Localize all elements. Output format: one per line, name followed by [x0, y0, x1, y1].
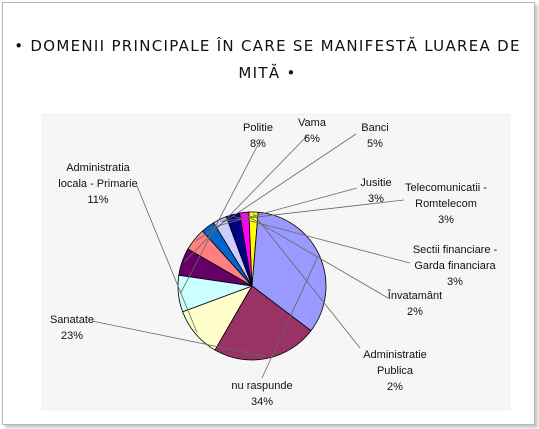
slice-value-invatamant: 2% — [407, 306, 423, 318]
slice-label-politie: Politie 8% — [243, 122, 273, 150]
pie-slice-sanatate — [214, 285, 312, 361]
leader-line-sectii-financiare-garda-financiara — [233, 216, 411, 264]
slice-name-administratia-locala-primarie: locala - Primarie — [58, 178, 137, 190]
slice-value-telecomunicatii-romtelecom: 3% — [438, 214, 454, 226]
slice-label-nu-raspunde: nu raspunde 34% — [231, 380, 292, 408]
pie-slices — [177, 211, 327, 361]
slice-name-banci: Banci — [361, 122, 389, 134]
leader-line-banci — [195, 133, 357, 242]
slice-name-vama: Vama — [298, 117, 327, 129]
chart-title: • DOMENII PRINCIPALE ÎN CARE SE MANIFEST… — [0, 33, 535, 87]
slice-name-sectii-financiare-garda-financiara: Sectii financiare - — [413, 244, 498, 256]
slice-name-administratie-publica: Administratie — [363, 349, 427, 361]
slice-value-politie: 8% — [250, 138, 266, 150]
slice-labels: Administratia locala - Primarie 11% Politie… — [50, 117, 498, 408]
slice-name-politie: Politie — [243, 122, 273, 134]
leader-line-sanatate — [91, 320, 267, 357]
slice-label-administratia-locala-primarie: Administratia locala - Primarie 11% — [58, 162, 137, 206]
leader-line-invatamant — [244, 214, 389, 299]
slice-value-nu-raspunde: 34% — [251, 396, 273, 408]
slice-name-telecomunicatii-romtelecom: Telecomunicatii - — [405, 182, 487, 194]
slice-value-vama: 6% — [304, 133, 320, 145]
slice-value-administratia-locala-primarie: 11% — [87, 194, 108, 206]
slice-label-sectii-financiare-garda-financiara: Sectii financiare - Garda financiara 3% — [413, 244, 498, 288]
pie-slice-nu-raspunde — [251, 211, 327, 332]
leader-line-politie — [180, 138, 262, 294]
slice-label-vama: Vama 6% — [298, 117, 327, 145]
chart-title-line-1: • DOMENII PRINCIPALE ÎN CARE SE MANIFEST… — [14, 37, 521, 55]
slice-value-jusitie: 3% — [368, 193, 384, 205]
slice-label-banci: Banci 5% — [361, 122, 389, 150]
leader-line-telecomunicatii-romtelecom — [220, 199, 405, 222]
slice-name-sectii-financiare-garda-financiara: Garda financiara — [414, 260, 496, 272]
slice-name-administratia-locala-primarie: Administratia — [66, 162, 130, 174]
slice-label-administratie-publica: Administratie Publica 2% — [363, 349, 427, 393]
leader-line-administratia-locala-primarie — [136, 185, 198, 333]
slice-label-invatamant: Învatamânt 2% — [387, 289, 442, 318]
leader-line-nu-raspunde — [261, 256, 319, 379]
slice-label-telecomunicatii-romtelecom: Telecomunicatii - Romtelecom 3% — [405, 182, 487, 226]
slice-name-invatamant: Învatamânt — [387, 289, 442, 302]
chart-title-line-2: MITĂ • — [238, 64, 297, 82]
slice-label-sanatate: Sanatate 23% — [50, 314, 94, 342]
slice-value-administratie-publica: 2% — [387, 381, 403, 393]
slice-name-telecomunicatii-romtelecom: Romtelecom — [415, 198, 477, 210]
leader-line-jusitie — [208, 187, 358, 229]
slice-value-sectii-financiare-garda-financiara: 3% — [447, 276, 463, 288]
slice-name-jusitie: Jusitie — [360, 177, 391, 189]
leader-line-vama — [183, 135, 308, 263]
slice-value-sanatate: 23% — [61, 330, 83, 342]
slice-label-jusitie: Jusitie 3% — [360, 177, 391, 205]
slice-value-banci: 5% — [367, 138, 383, 150]
slice-name-administratie-publica: Publica — [377, 365, 414, 377]
slice-name-sanatate: Sanatate — [50, 314, 94, 326]
leader-lines — [91, 133, 411, 379]
slice-name-nu-raspunde: nu raspunde — [231, 380, 292, 392]
